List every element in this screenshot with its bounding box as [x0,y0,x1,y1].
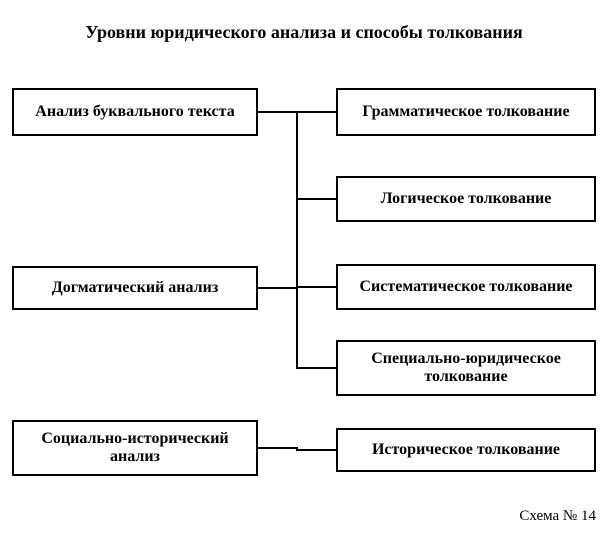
diagram-stage: Уровни юридического анализа и способы то… [0,0,609,538]
diagram-caption: Схема № 14 [400,508,596,525]
connectors [0,0,609,538]
